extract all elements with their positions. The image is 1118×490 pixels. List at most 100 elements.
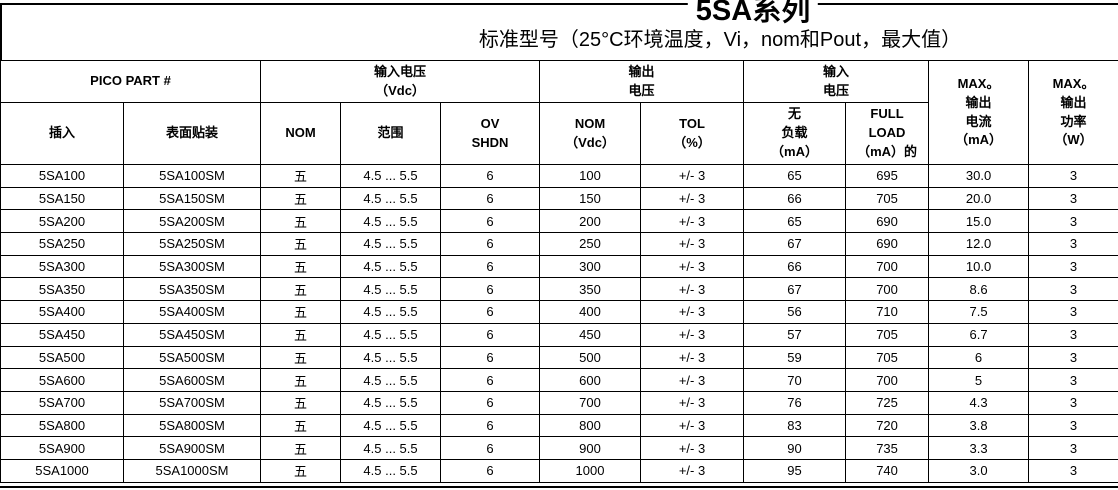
table-cell: 5SA150SM xyxy=(122,186,262,211)
table-cell: 3 xyxy=(1028,209,1118,234)
table-cell: 10.0 xyxy=(928,254,1030,279)
col-header-range: 范围 xyxy=(340,102,442,165)
table-cell: 8.6 xyxy=(928,277,1030,302)
table-cell: 5SA800SM xyxy=(122,413,262,438)
table-row: 5SA450 5SA450SM 五 4.5 ... 5.5 6 450 +/- 3 57 705… xyxy=(0,322,1118,347)
table-cell: 690 xyxy=(845,209,930,234)
table-cell: 3 xyxy=(1028,232,1118,256)
table-cell: 735 xyxy=(845,436,930,460)
table-row: 5SA700 5SA700SM 五 4.5 ... 5.5 6 700 +/- 3 76 725… xyxy=(0,390,1118,415)
left-rule xyxy=(0,3,2,60)
table-cell: 6 xyxy=(440,232,541,256)
table-cell: 五 xyxy=(260,322,342,347)
table-cell: 五 xyxy=(260,164,342,188)
table-cell: +/- 3 xyxy=(640,436,745,460)
table-cell: 6 xyxy=(440,413,541,438)
table-cell: 3 xyxy=(1028,368,1118,392)
table-cell: 五 xyxy=(260,368,342,392)
table-cell: 五 xyxy=(260,436,342,460)
table-cell: 700 xyxy=(845,254,930,279)
sub-header-row: 插入 表面贴装 NOM 范围 OV SHDN NOM （Vdc） TOL （%）… xyxy=(0,102,1118,165)
table-cell: 690 xyxy=(845,232,930,256)
table-cell: 76 xyxy=(743,390,847,415)
table-cell: +/- 3 xyxy=(640,277,745,302)
table-cell: 4.3 xyxy=(928,390,1030,415)
table-cell: 4.5 ... 5.5 xyxy=(340,254,442,279)
col-header-max-output-current: MAX。 输出 电流 （mA） xyxy=(928,60,1030,165)
table-cell: 五 xyxy=(260,209,342,234)
table-cell: 695 xyxy=(845,164,930,188)
table-cell: 5SA600SM xyxy=(122,368,262,392)
col-header-input-voltage: 输入电压 （Vdc） xyxy=(260,60,541,103)
table-cell: 5SA900 xyxy=(0,436,124,460)
table-cell: 6 xyxy=(440,164,541,188)
table-cell: 5SA1000 xyxy=(0,458,124,483)
table-cell: 700 xyxy=(539,390,642,415)
table-cell: 65 xyxy=(743,164,847,188)
table-cell: 56 xyxy=(743,300,847,324)
table-cell: 4.5 ... 5.5 xyxy=(340,277,442,302)
table-cell: 6 xyxy=(928,345,1030,370)
table-cell: 4.5 ... 5.5 xyxy=(340,345,442,370)
table-cell: 4.5 ... 5.5 xyxy=(340,164,442,188)
table-cell: 五 xyxy=(260,277,342,302)
col-header-output-voltage: 输出 电压 xyxy=(539,60,745,103)
table-cell: 5SA450 xyxy=(0,322,124,347)
table-cell: 5SA300 xyxy=(0,254,124,279)
table-row: 5SA300 5SA300SM 五 4.5 ... 5.5 6 300 +/- 3 66 700… xyxy=(0,254,1118,279)
table-cell: 5SA450SM xyxy=(122,322,262,347)
table-cell: 67 xyxy=(743,232,847,256)
col-header-through-hole: 插入 xyxy=(0,102,124,165)
table-header: PICO PART # 输入电压 （Vdc） 输出 电压 输入 电压 MAX。 … xyxy=(0,60,1118,165)
table-cell: 4.5 ... 5.5 xyxy=(340,458,442,483)
table-cell: 4.5 ... 5.5 xyxy=(340,322,442,347)
table-cell: 3 xyxy=(1028,254,1118,279)
table-cell: 6 xyxy=(440,368,541,392)
table-cell: 6 xyxy=(440,322,541,347)
table-cell: 6.7 xyxy=(928,322,1030,347)
table-row: 5SA200 5SA200SM 五 4.5 ... 5.5 6 200 +/- 3 65 690… xyxy=(0,209,1118,234)
table-cell: 15.0 xyxy=(928,209,1030,234)
table-cell: 800 xyxy=(539,413,642,438)
table-cell: 3.3 xyxy=(928,436,1030,460)
group-header-row: PICO PART # 输入电压 （Vdc） 输出 电压 输入 电压 MAX。 … xyxy=(0,60,1118,165)
table-cell: 95 xyxy=(743,458,847,483)
table-cell: 3 xyxy=(1028,390,1118,415)
table-cell: 5SA900SM xyxy=(122,436,262,460)
table-cell: +/- 3 xyxy=(640,345,745,370)
table-cell: 3 xyxy=(1028,436,1118,460)
col-header-surface-mount: 表面贴装 xyxy=(122,102,262,165)
table-cell: 6 xyxy=(440,300,541,324)
table-cell: 90 xyxy=(743,436,847,460)
table-cell: 3 xyxy=(1028,186,1118,211)
table-cell: +/- 3 xyxy=(640,322,745,347)
table-cell: +/- 3 xyxy=(640,209,745,234)
table-cell: 5SA100SM xyxy=(122,164,262,188)
col-header-full-load: FULL LOAD （mA）的 xyxy=(845,102,930,165)
table-cell: 五 xyxy=(260,232,342,256)
table-cell: 5SA500SM xyxy=(122,345,262,370)
table-cell: 五 xyxy=(260,413,342,438)
table-cell: 3 xyxy=(1028,345,1118,370)
table-cell: 6 xyxy=(440,458,541,483)
table-cell: 5SA800 xyxy=(0,413,124,438)
table-cell: 710 xyxy=(845,300,930,324)
title-block: 5SA系列 标准型号（25°C环境温度，Vi，nom和Pout，最大值） xyxy=(0,0,1118,60)
table-cell: 500 xyxy=(539,345,642,370)
table-cell: 5SA700SM xyxy=(122,390,262,415)
table-cell: 5SA250SM xyxy=(122,232,262,256)
table-cell: 12.0 xyxy=(928,232,1030,256)
page-title: 5SA系列 xyxy=(687,0,819,28)
col-header-nom: NOM xyxy=(260,102,342,165)
table-cell: 五 xyxy=(260,390,342,415)
table-cell: 4.5 ... 5.5 xyxy=(340,209,442,234)
col-header-no-load: 无 负载 （mA） xyxy=(743,102,847,165)
table-cell: +/- 3 xyxy=(640,186,745,211)
table-cell: 3 xyxy=(1028,277,1118,302)
table-cell: 6 xyxy=(440,277,541,302)
table-cell: 7.5 xyxy=(928,300,1030,324)
table-row: 5SA1000 5SA1000SM 五 4.5 ... 5.5 6 1000 +/- 3 95… xyxy=(0,458,1118,483)
table-cell: 59 xyxy=(743,345,847,370)
table-cell: 6 xyxy=(440,209,541,234)
